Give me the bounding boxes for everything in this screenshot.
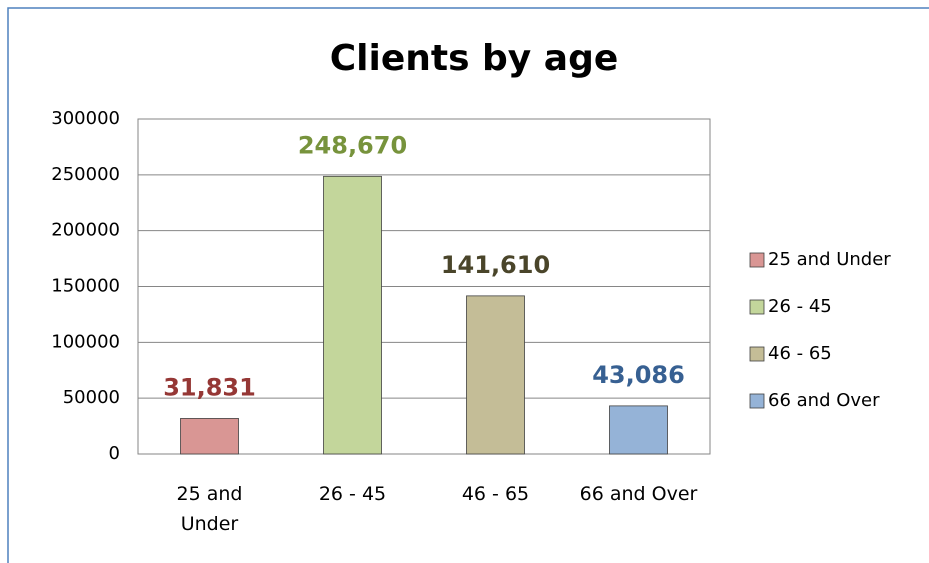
value-label: 248,670	[298, 131, 407, 159]
value-label: 43,086	[592, 361, 685, 389]
legend-label: 66 and Over	[768, 390, 880, 411]
legend-label: 25 and Under	[768, 249, 891, 270]
x-tick-label: 26 - 45	[318, 483, 387, 505]
chart-title: Clients by age	[330, 38, 619, 79]
y-tick-label: 150000	[51, 276, 120, 297]
value-label: 31,831	[163, 373, 256, 401]
x-tick-label: 25 and Under	[176, 483, 243, 535]
legend-swatch	[749, 393, 765, 409]
legend-label: 26 - 45	[768, 296, 832, 317]
y-tick-label: 100000	[51, 331, 120, 352]
legend-swatch	[749, 299, 765, 315]
plot-area	[137, 118, 711, 455]
y-tick-label: 300000	[51, 108, 120, 129]
bar	[466, 295, 525, 455]
bar	[180, 418, 239, 455]
x-tick-label: 66 and Over	[579, 483, 698, 505]
legend-swatch	[749, 252, 765, 268]
y-tick-label: 50000	[63, 387, 120, 408]
y-tick-label: 0	[109, 443, 120, 464]
bar	[323, 175, 382, 455]
value-label: 141,610	[441, 251, 550, 279]
bar	[609, 405, 668, 455]
legend-label: 46 - 65	[768, 343, 832, 364]
legend-swatch	[749, 346, 765, 362]
x-tick-label: 46 - 65	[461, 483, 530, 505]
chart-border	[7, 7, 929, 563]
y-tick-label: 200000	[51, 220, 120, 241]
y-tick-label: 250000	[51, 164, 120, 185]
